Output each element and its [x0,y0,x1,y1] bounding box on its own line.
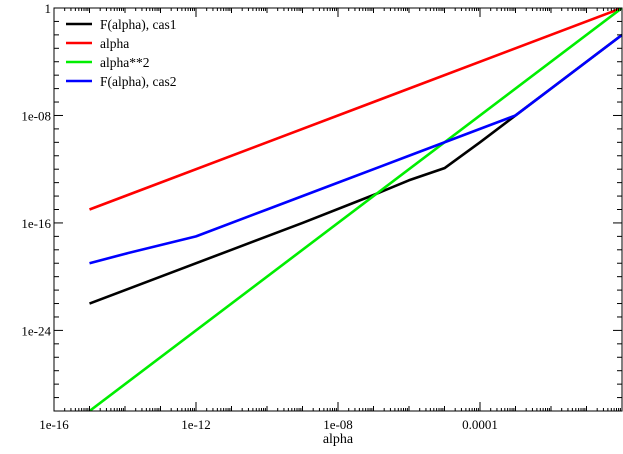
x-tick-label: 0.0001 [462,417,498,432]
x-axis-title: alpha [323,432,354,447]
x-tick-label: 1e-12 [181,417,211,432]
legend: F(alpha), cas1 alpha alpha**2 F(alpha), cas… [66,17,176,89]
y-tick-label: 1e-08 [21,108,51,123]
y-tick-label: 1e-24 [21,323,51,338]
series-line-4 [89,33,622,265]
legend-label-4: F(alpha), cas2 [100,74,176,89]
x-tick-label: 1e-08 [323,417,353,432]
series-line-3 [88,8,622,411]
legend-label-1: F(alpha), cas1 [100,17,176,32]
y-tick-label: 1e-16 [21,216,51,231]
y-tick-label: 1 [45,1,52,16]
x-tick-label: 1e-16 [39,417,69,432]
legend-label-2: alpha [100,36,129,51]
series-line-2 [89,8,622,211]
legend-label-3: alpha**2 [100,55,150,70]
